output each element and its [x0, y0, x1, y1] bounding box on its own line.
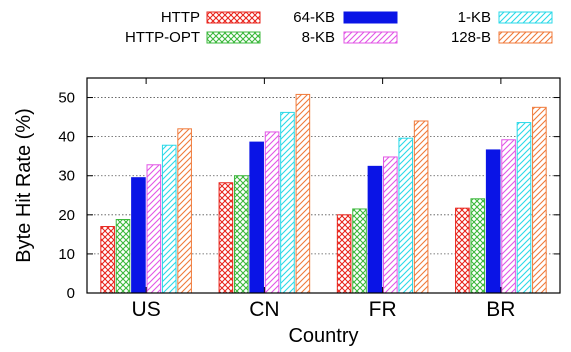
legend-swatch	[343, 11, 398, 24]
legend-swatch	[343, 31, 398, 44]
bar-http-opt-us	[115, 219, 131, 294]
y-tick-label: 10	[58, 246, 75, 263]
bar-128-b-fr	[413, 120, 429, 294]
bar-1-kb-br	[516, 122, 532, 294]
bar-1-kb-fr	[398, 137, 414, 294]
bar-128-b-us	[177, 128, 192, 294]
bar-8-kb-br	[501, 139, 516, 294]
bar-128-b-cn	[295, 93, 311, 294]
x-tick-label: BR	[486, 298, 515, 321]
bar-http-fr	[336, 214, 352, 294]
y-tick-label: 30	[58, 168, 75, 185]
bar-http-opt-br	[470, 198, 486, 294]
plot-frame	[86, 77, 561, 294]
bar-http-opt-fr	[352, 208, 367, 294]
bar-1-kb-cn	[280, 111, 295, 294]
bar-1-kb-us	[161, 144, 177, 294]
legend-label: HTTP-OPT	[125, 29, 200, 46]
x-tick-label: CN	[249, 298, 279, 321]
legend-label: 64-KB	[293, 9, 335, 26]
bar-128-b-br	[532, 106, 547, 294]
x-tick-label: US	[132, 298, 161, 321]
y-tick-label: 40	[58, 129, 75, 146]
legend-label: HTTP	[161, 9, 200, 26]
y-tick-label: 20	[58, 207, 75, 224]
legend-label: 1-KB	[458, 9, 491, 26]
x-axis-title: Country	[288, 325, 358, 347]
bar-64-kb-cn	[249, 141, 264, 294]
bars	[100, 93, 547, 294]
y-axis-title: Byte Hit Rate (%)	[13, 108, 35, 262]
y-tick-label: 50	[58, 90, 75, 107]
bar-8-kb-fr	[383, 156, 398, 294]
bar-64-kb-br	[485, 149, 501, 294]
bar-http-br	[455, 207, 470, 294]
legend-label: 8-KB	[302, 29, 335, 46]
legend-swatch	[206, 11, 261, 24]
legend-swatch	[498, 31, 553, 44]
axes: 0 10 20 30 40 50 US CN FR BR	[58, 78, 560, 321]
bar-8-kb-cn	[264, 131, 280, 294]
bar-http-cn	[218, 182, 234, 294]
bar-64-kb-us	[131, 177, 146, 294]
legend-label: 128-B	[451, 29, 491, 46]
legend-swatch	[498, 11, 553, 24]
legend-swatch	[206, 31, 261, 44]
x-tick-label: FR	[369, 298, 397, 321]
bar-8-kb-us	[146, 164, 162, 294]
bar-http-opt-cn	[233, 175, 249, 294]
y-tick-label: 0	[67, 285, 75, 302]
bar-http-us	[100, 226, 115, 294]
bar-64-kb-fr	[367, 165, 383, 294]
legend: HTTP HTTP-OPT 64-KB 8-KB 1-KB 128-B	[125, 9, 553, 46]
